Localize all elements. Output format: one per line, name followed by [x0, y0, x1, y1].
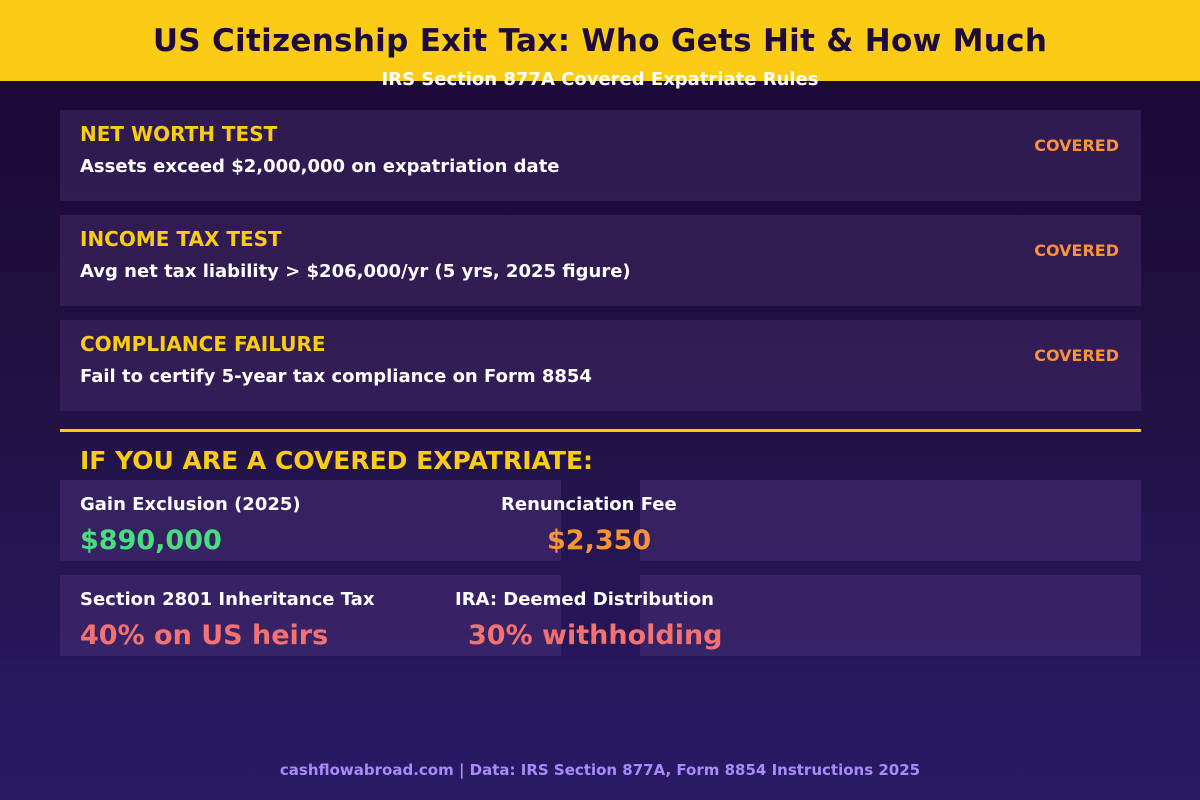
ira-distribution-value: 30% withholding	[468, 620, 723, 651]
test-card-status: COVERED	[1034, 241, 1119, 260]
test-card-description: Fail to certify 5-year tax compliance on…	[80, 366, 592, 387]
ira-distribution-label: IRA: Deemed Distribution	[455, 589, 714, 610]
consequences-heading: IF YOU ARE A COVERED EXPATRIATE:	[80, 446, 594, 475]
test-card-description: Assets exceed $2,000,000 on expatriation…	[80, 156, 560, 177]
panel-inheritance-tax	[60, 575, 561, 656]
test-card-compliance-failure: COMPLIANCE FAILURE Fail to certify 5-yea…	[60, 320, 1141, 411]
test-card-title: NET WORTH TEST	[80, 122, 278, 146]
section-divider	[60, 429, 1141, 432]
page-title: US Citizenship Exit Tax: Who Gets Hit & …	[152, 23, 1048, 59]
test-card-title: INCOME TAX TEST	[80, 227, 282, 251]
test-card-status: COVERED	[1034, 346, 1119, 365]
panel-renunciation-fee	[640, 480, 1141, 561]
gain-exclusion-label: Gain Exclusion (2025)	[80, 494, 301, 515]
page-subtitle: IRS Section 877A Covered Expatriate Rule…	[381, 69, 819, 90]
panel-gain-exclusion	[60, 480, 561, 561]
header-banner	[0, 0, 1200, 81]
test-card-income-tax: INCOME TAX TEST Avg net tax liability > …	[60, 215, 1141, 306]
renunciation-fee-value: $2,350	[547, 525, 652, 556]
inheritance-tax-label: Section 2801 Inheritance Tax	[80, 589, 375, 610]
test-card-status: COVERED	[1034, 136, 1119, 155]
test-card-description: Avg net tax liability > $206,000/yr (5 y…	[80, 261, 631, 282]
panel-ira-distribution	[640, 575, 1141, 656]
gain-exclusion-value: $890,000	[80, 525, 222, 556]
inheritance-tax-value: 40% on US heirs	[80, 620, 329, 651]
footer-source: cashflowabroad.com | Data: IRS Section 8…	[279, 761, 921, 779]
test-card-net-worth: NET WORTH TEST Assets exceed $2,000,000 …	[60, 110, 1141, 201]
test-card-title: COMPLIANCE FAILURE	[80, 332, 326, 356]
renunciation-fee-label: Renunciation Fee	[501, 494, 677, 515]
